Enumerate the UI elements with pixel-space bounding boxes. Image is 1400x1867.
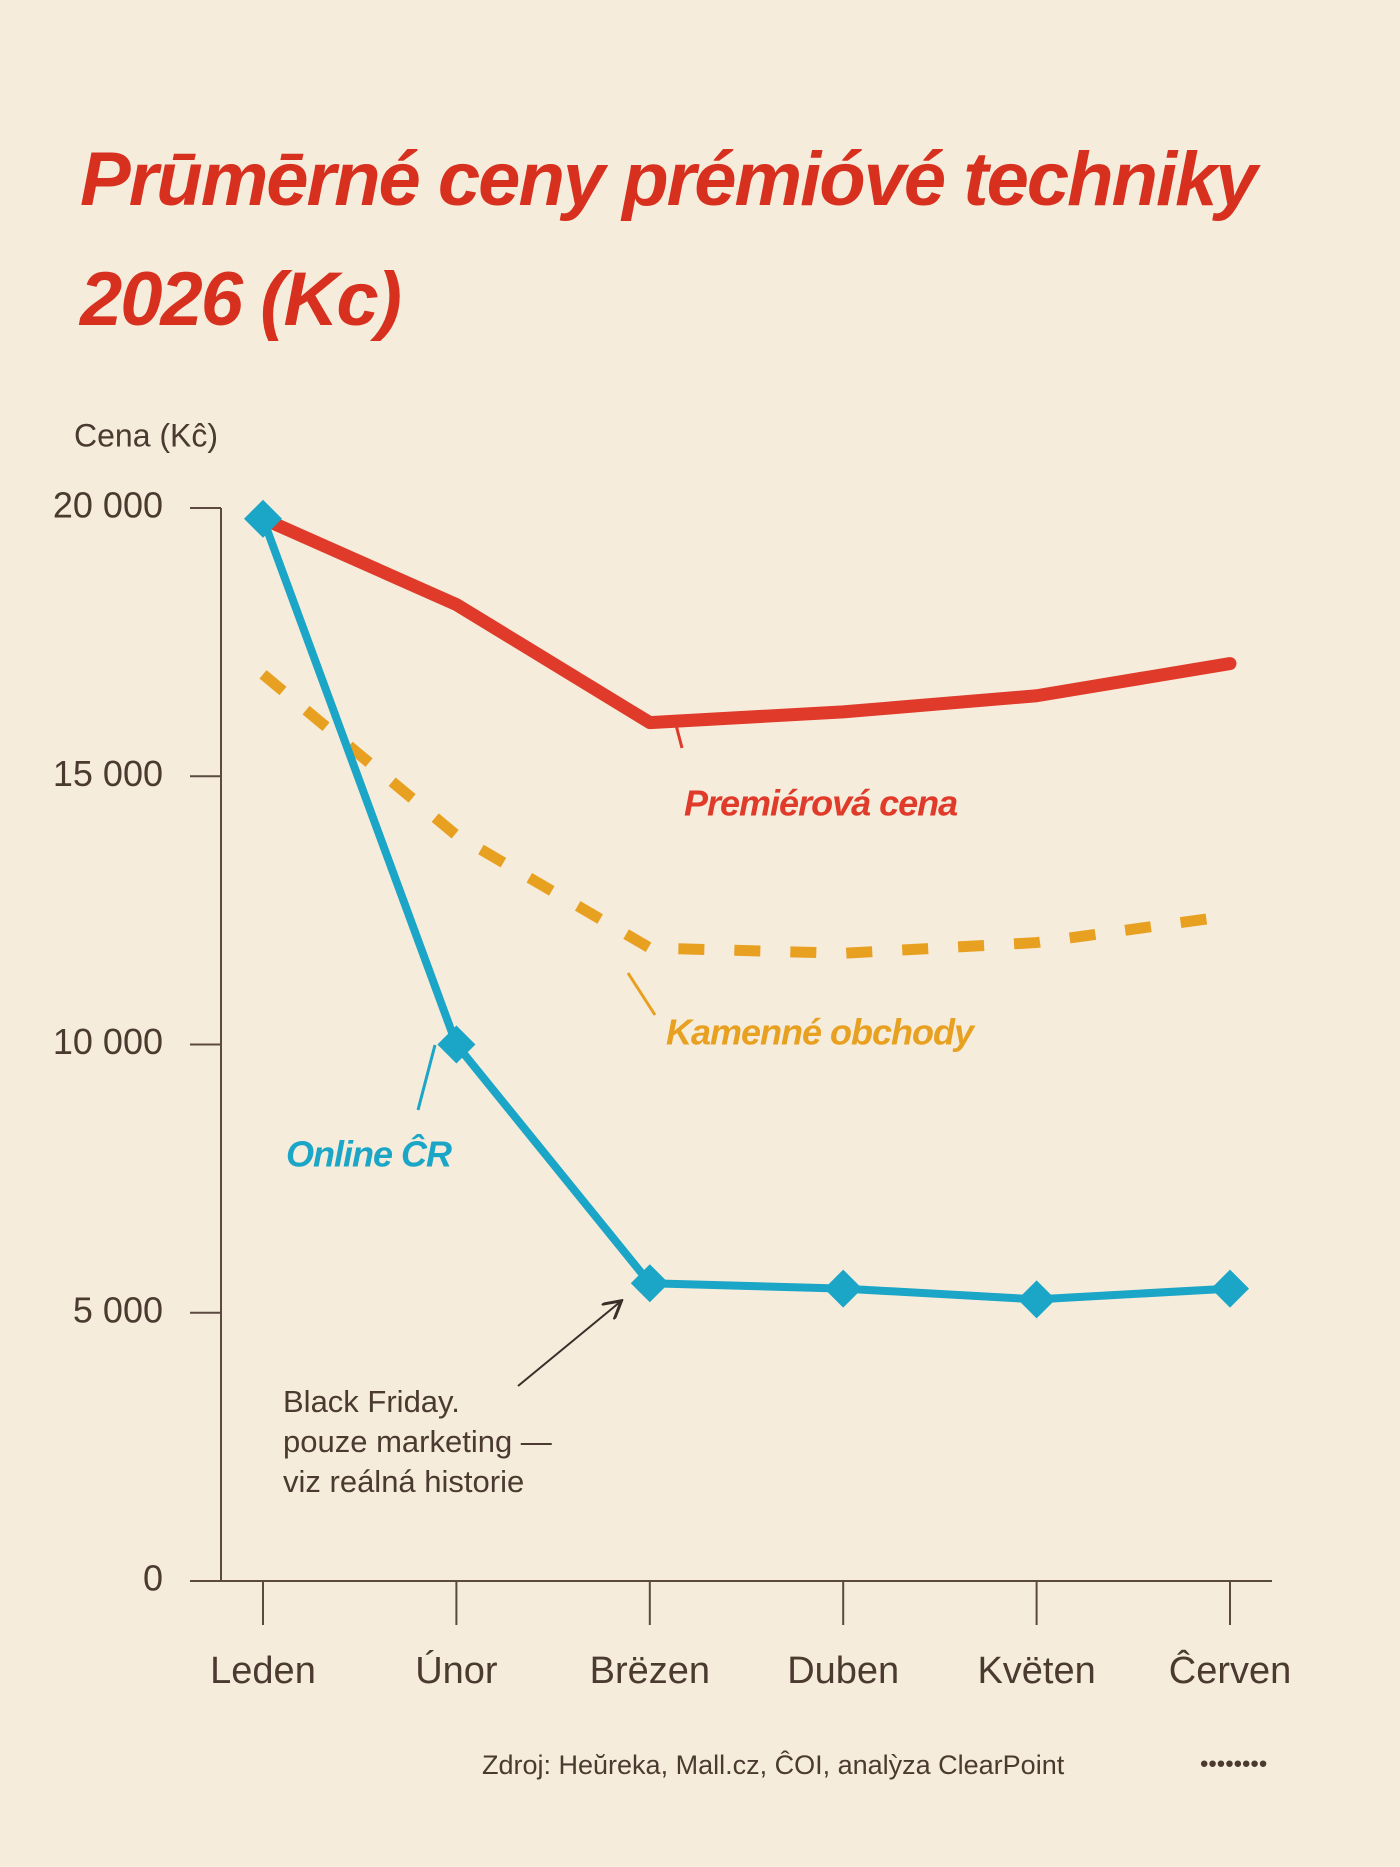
series-label: Kamenné obchody (666, 1012, 976, 1053)
y-tick-label: 10 000 (53, 1021, 163, 1062)
chart-title: Prūmērné ceny prémióvé techniky 2026 (Kc… (80, 137, 1258, 342)
annotation: pouze marketing — (283, 1424, 552, 1459)
point-marker (244, 499, 282, 538)
x-tick-label: Brëzen (590, 1650, 710, 1692)
label-pointer (626, 972, 657, 1016)
y-axis-label: Cena (Kĉ) (74, 417, 218, 453)
annotation: Black Friday. (283, 1384, 460, 1419)
x-tick-label: Kvëten (977, 1650, 1095, 1692)
point-marker (1017, 1280, 1056, 1319)
x-tick-label: Ĉerven (1169, 1648, 1292, 1692)
y-tick-label: 0 (143, 1558, 163, 1599)
series-label: Premiérová cena (684, 783, 957, 824)
point-marker (437, 1025, 476, 1064)
series-line (259, 514, 1234, 1304)
annotation-arrow (517, 1302, 620, 1387)
x-tick-label: Duben (787, 1650, 899, 1692)
series-line (256, 512, 1237, 730)
label-pointer (416, 1044, 437, 1111)
source: Zdroj: Heŭreka, Mall.cz, ĈOI, analỳza Cl… (482, 1749, 1065, 1780)
label-pointer (674, 724, 684, 749)
y-tick-label: 5 000 (73, 1289, 163, 1330)
x-tick-label: Únor (415, 1649, 498, 1692)
y-tick-label: 20 000 (53, 485, 163, 526)
series-label: Online ĈR (286, 1133, 452, 1175)
point-marker (1211, 1269, 1249, 1308)
point-marker (824, 1269, 863, 1308)
point-marker (630, 1264, 669, 1303)
y-tick-label: 15 000 (53, 753, 163, 794)
x-tick-label: Leden (210, 1650, 316, 1692)
series-line (259, 670, 1231, 959)
decoration: •••••••• (1200, 1750, 1267, 1777)
annotation: viz reálná historie (283, 1464, 524, 1499)
